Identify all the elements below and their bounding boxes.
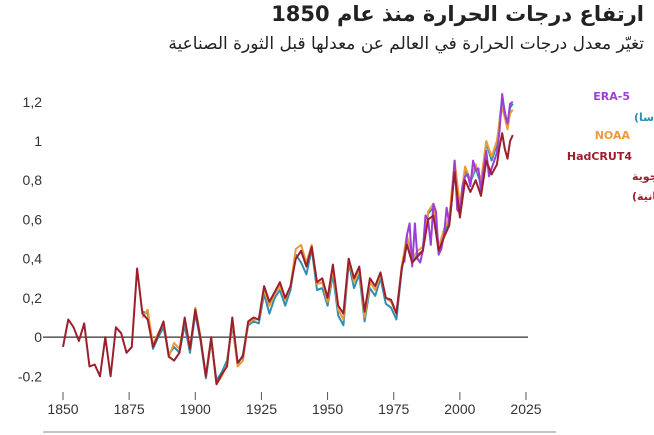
series-line-0 [403, 93, 514, 268]
chart-subtitle: تغيّر معدل درجات الحرارة في العالم عن مع… [168, 34, 644, 54]
chart-title: ارتفاع درجات الحرارة منذ عام 1850 [271, 2, 644, 26]
legend-era5: ERA-5 [593, 90, 630, 103]
legend-gistemp: GISTEMP (ناسا) [634, 111, 654, 124]
legend-hadcrut-line2: (دائرة الأنواء الجوية [632, 169, 654, 183]
legend-noaa: NOAA [595, 129, 631, 142]
legend-hadcrut: HadCRUT4 [567, 150, 632, 163]
legend-hadcrut-line3: البريطانية) [632, 190, 654, 203]
x-tick-label: 1950 [312, 401, 343, 417]
x-tick-label: 1875 [114, 401, 145, 417]
y-tick-label: 1,2 [23, 94, 43, 110]
series-line-3 [62, 132, 514, 386]
x-tick-label: 1925 [246, 401, 277, 417]
y-tick-label: 0,2 [23, 290, 43, 306]
y-tick-label: 0,6 [23, 211, 43, 227]
y-tick-label: 0,4 [23, 251, 43, 267]
series-line-2 [141, 106, 514, 386]
series-line-1 [142, 96, 514, 382]
y-tick-label: -0.2 [18, 368, 42, 384]
x-tick-label: 1850 [47, 401, 78, 417]
x-tick-label: 1975 [378, 401, 409, 417]
x-tick-label: 1900 [180, 401, 211, 417]
x-tick-label: 2000 [444, 401, 475, 417]
x-tick-label: 2025 [510, 401, 541, 417]
y-tick-label: 1 [34, 133, 42, 149]
legend: ERA-5 GISTEMP (ناسا) NOAA HadCRUT4 (دائر… [567, 90, 654, 203]
y-tick-label: 0,8 [23, 172, 43, 188]
y-tick-label: 0 [34, 329, 42, 345]
